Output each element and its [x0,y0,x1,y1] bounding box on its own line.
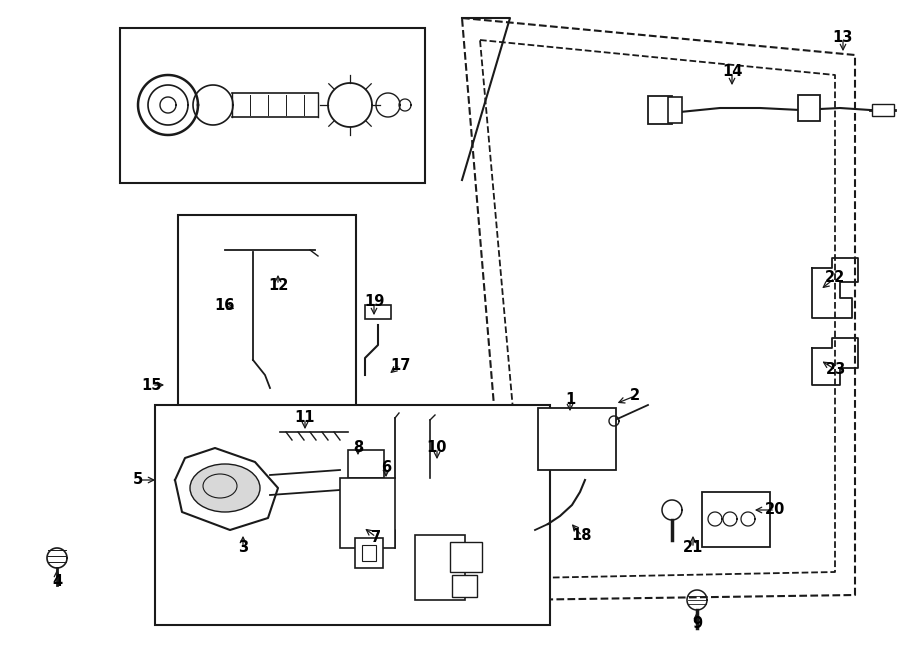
Text: 3: 3 [238,541,248,555]
Text: 12: 12 [268,278,288,293]
Text: 17: 17 [390,358,410,373]
Bar [538,408,616,470]
Text: 20: 20 [765,502,785,518]
Text: 1: 1 [565,393,575,407]
Text: 21: 21 [683,541,703,555]
Text: 22: 22 [825,270,845,286]
Text: 7: 7 [371,529,381,545]
Text: 18: 18 [572,529,592,543]
Bar [340,478,395,548]
Text: 19: 19 [364,295,384,309]
Text: 5: 5 [133,473,143,488]
Bar [452,575,477,597]
Text: 13: 13 [832,30,853,46]
Bar [362,545,376,561]
Ellipse shape [190,464,260,512]
Text: 14: 14 [722,65,742,79]
Text: 16: 16 [214,297,234,313]
Bar [365,305,391,319]
Text: 11: 11 [295,410,315,426]
Text: 23: 23 [826,362,846,377]
Bar [355,538,383,568]
Text: 8: 8 [353,440,363,455]
Text: 6: 6 [381,461,392,475]
Bar [120,28,425,183]
Bar [450,542,482,572]
Text: 15: 15 [142,377,162,393]
Text: 2: 2 [630,389,640,403]
Bar [415,535,465,600]
Bar [798,95,820,121]
Text: 4: 4 [52,574,62,588]
Text: 10: 10 [427,440,447,455]
Bar [178,215,356,410]
Bar [702,492,770,547]
Text: 9: 9 [692,617,702,631]
Bar [155,405,550,625]
Bar [668,97,682,123]
Bar [648,96,672,124]
Bar [348,450,384,478]
Bar [872,104,894,116]
